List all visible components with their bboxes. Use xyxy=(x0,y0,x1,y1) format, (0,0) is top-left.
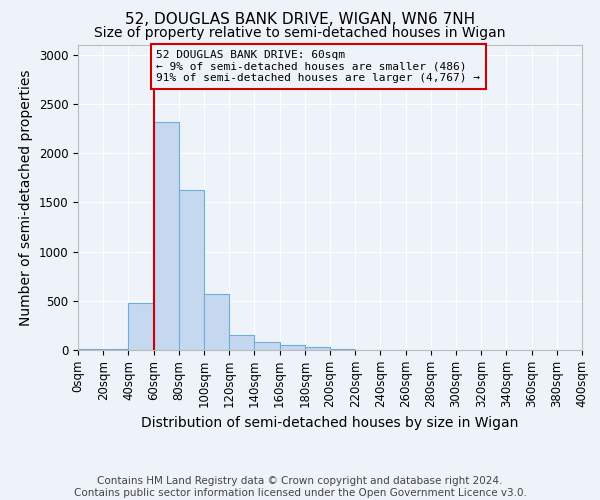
Bar xyxy=(179,190,204,350)
Text: 52 DOUGLAS BANK DRIVE: 60sqm
← 9% of semi-detached houses are smaller (486)
91% : 52 DOUGLAS BANK DRIVE: 60sqm ← 9% of sem… xyxy=(156,50,480,83)
X-axis label: Distribution of semi-detached houses by size in Wigan: Distribution of semi-detached houses by … xyxy=(142,416,518,430)
Bar xyxy=(154,122,179,350)
Bar xyxy=(254,342,280,350)
Bar xyxy=(305,347,330,350)
Bar xyxy=(103,349,128,350)
Bar xyxy=(330,349,355,350)
Bar xyxy=(280,345,305,350)
Text: Size of property relative to semi-detached houses in Wigan: Size of property relative to semi-detach… xyxy=(94,26,506,40)
Bar xyxy=(204,294,229,350)
Y-axis label: Number of semi-detached properties: Number of semi-detached properties xyxy=(19,69,33,326)
Bar xyxy=(229,335,254,350)
Text: Contains HM Land Registry data © Crown copyright and database right 2024.
Contai: Contains HM Land Registry data © Crown c… xyxy=(74,476,526,498)
Text: 52, DOUGLAS BANK DRIVE, WIGAN, WN6 7NH: 52, DOUGLAS BANK DRIVE, WIGAN, WN6 7NH xyxy=(125,12,475,28)
Bar xyxy=(78,349,103,350)
Bar xyxy=(128,303,154,350)
